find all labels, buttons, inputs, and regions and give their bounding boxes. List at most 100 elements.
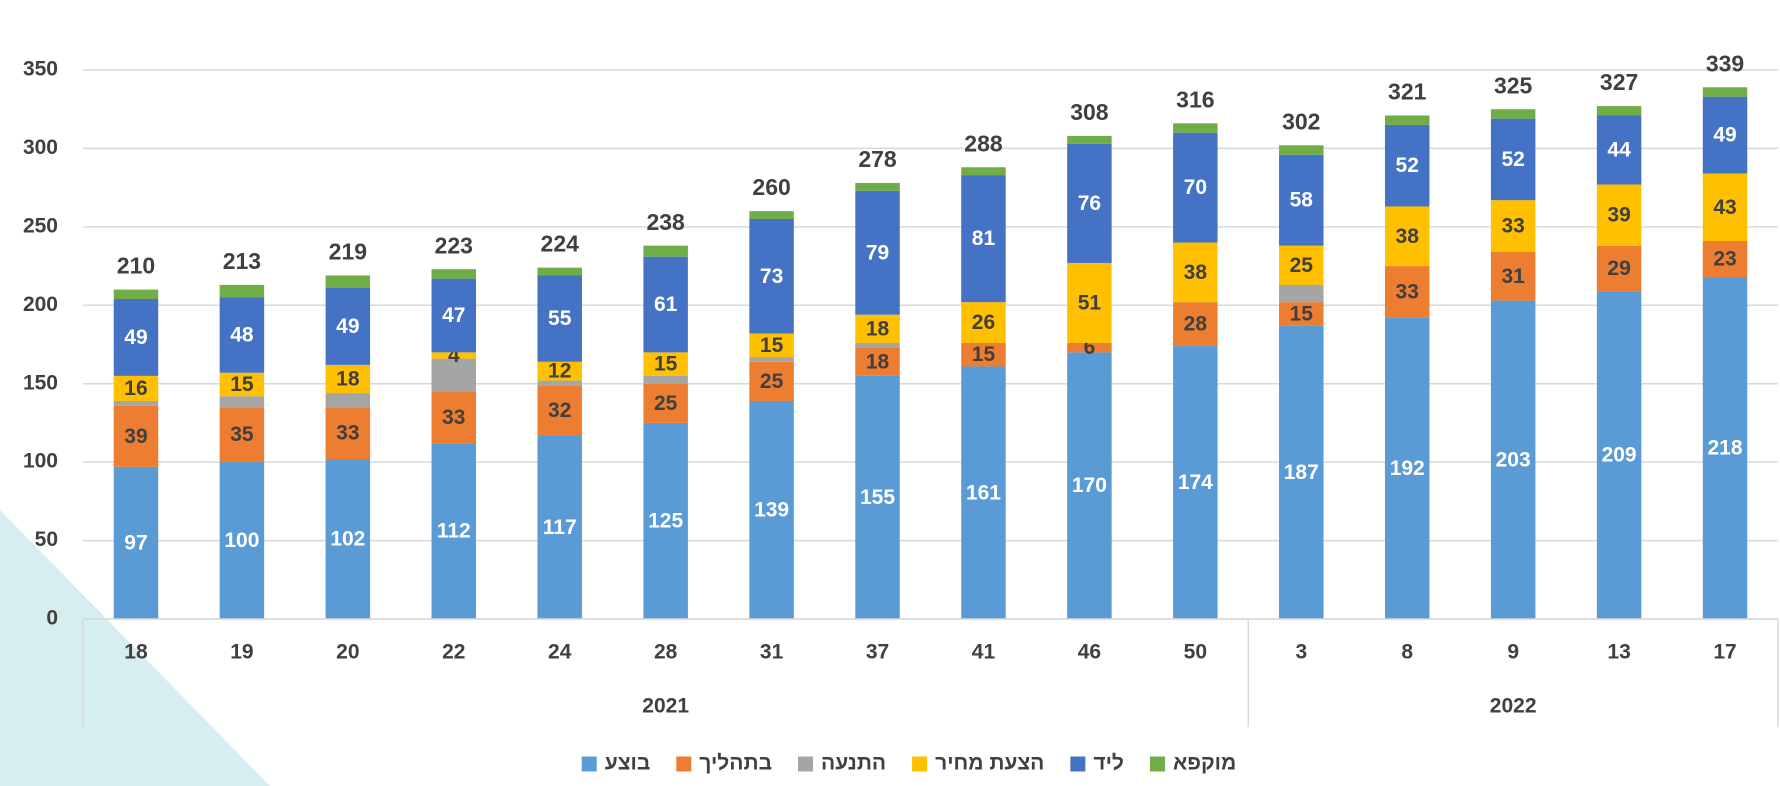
bar-segment — [1384, 317, 1430, 619]
bar-segment — [1279, 284, 1324, 303]
total-label: 219 — [329, 239, 367, 265]
bar-segment — [1490, 118, 1536, 201]
data-label: 203 — [1496, 448, 1531, 471]
data-label: 187 — [1284, 461, 1319, 484]
bar-segment — [219, 407, 265, 463]
bar-segment — [1173, 132, 1218, 243]
data-label: 97 — [124, 531, 147, 554]
legend-swatch — [1149, 756, 1165, 772]
y-tick-label: 100 — [23, 450, 58, 473]
bar-segment — [855, 347, 900, 376]
bar-segment — [1279, 145, 1324, 155]
bar-segment — [1490, 251, 1536, 301]
total-label: 339 — [1706, 50, 1744, 76]
x-tick-label: 22 — [442, 641, 465, 664]
legend-swatch — [1070, 756, 1086, 772]
bar-segment — [749, 333, 794, 358]
data-label: 15 — [1290, 302, 1314, 325]
data-label: 39 — [124, 425, 147, 448]
data-label: 33 — [336, 422, 359, 445]
bar-segment — [1067, 262, 1112, 343]
bar-segment — [325, 275, 371, 289]
data-label: 33 — [1501, 215, 1524, 238]
data-label: 23 — [1713, 248, 1736, 271]
bar-segment — [431, 269, 477, 279]
bar-segment — [1067, 135, 1112, 144]
bar-segment — [113, 400, 159, 406]
data-label: 81 — [972, 227, 996, 250]
data-label: 174 — [1178, 471, 1213, 494]
bar-segment — [1596, 291, 1642, 619]
legend-swatch — [798, 756, 814, 772]
bar-segment — [219, 284, 265, 298]
data-label: 15 — [972, 343, 996, 366]
bar-segment — [1384, 206, 1430, 267]
bar-segment — [749, 211, 794, 220]
legend-label: בתהליך — [699, 752, 772, 775]
bar-segment — [1279, 154, 1324, 246]
bar-segment — [1173, 242, 1218, 303]
data-label: 170 — [1072, 474, 1107, 497]
bar-segment — [1702, 277, 1748, 619]
total-label: 288 — [964, 130, 1003, 156]
total-label: 321 — [1388, 79, 1427, 105]
data-label: 33 — [442, 406, 465, 429]
data-label: 47 — [442, 304, 465, 327]
x-tick-label: 24 — [548, 641, 572, 664]
bar-segment — [643, 256, 688, 353]
data-label: 209 — [1602, 444, 1637, 467]
bar-segment — [855, 182, 900, 191]
x-tick-label: 20 — [336, 641, 359, 664]
data-label: 28 — [1184, 313, 1208, 336]
bar-segment — [749, 219, 794, 334]
bar-segment — [219, 297, 265, 373]
x-tick-label: 50 — [1184, 641, 1207, 664]
data-label: 38 — [1184, 261, 1208, 284]
total-label: 327 — [1600, 69, 1638, 95]
data-label: 155 — [860, 486, 895, 509]
total-label: 278 — [858, 146, 897, 172]
bar-segment — [537, 435, 582, 619]
bar-segment — [1067, 342, 1112, 353]
bar-segment — [325, 393, 371, 408]
x-tick-label: 28 — [654, 641, 678, 664]
decoration — [0, 510, 270, 786]
total-label: 210 — [117, 253, 155, 279]
x-tick-label: 13 — [1607, 641, 1630, 664]
bar-segment — [1702, 240, 1748, 278]
data-label: 58 — [1290, 189, 1314, 212]
data-label: 44 — [1607, 139, 1631, 162]
legend-label: ליד — [1093, 752, 1124, 775]
legend-label: מוקפא — [1173, 752, 1236, 775]
data-label: 218 — [1708, 437, 1743, 460]
bar-segment — [1596, 184, 1642, 246]
legend-label: הצעת מחיר — [935, 752, 1044, 775]
bar-segment — [325, 288, 371, 365]
x-tick-label: 3 — [1295, 641, 1307, 664]
bar-segment — [219, 396, 265, 408]
bar-segment — [1490, 300, 1536, 619]
bar-segment — [643, 352, 688, 376]
bar-segment — [961, 175, 1006, 303]
y-tick-label: 350 — [23, 58, 58, 81]
bar-segment — [431, 391, 477, 444]
data-label: 161 — [966, 481, 1001, 504]
bar-segment — [1067, 143, 1112, 263]
data-label: 52 — [1501, 148, 1524, 171]
bar-segment — [1490, 200, 1536, 252]
data-label: 35 — [230, 423, 254, 446]
bar-segment — [537, 361, 582, 381]
data-label: 102 — [330, 528, 365, 551]
bar-segment — [855, 375, 900, 619]
x-tick-label: 31 — [760, 641, 784, 664]
y-tick-label: 300 — [23, 136, 58, 159]
bar-segment — [1384, 266, 1430, 318]
bar-segment — [1490, 109, 1536, 119]
data-label: 29 — [1607, 257, 1630, 280]
bar-segment — [431, 443, 477, 619]
total-label: 325 — [1494, 72, 1533, 98]
x-tick-label: 9 — [1507, 641, 1519, 664]
bar-segment — [1279, 245, 1324, 285]
bar-segment — [537, 385, 582, 436]
